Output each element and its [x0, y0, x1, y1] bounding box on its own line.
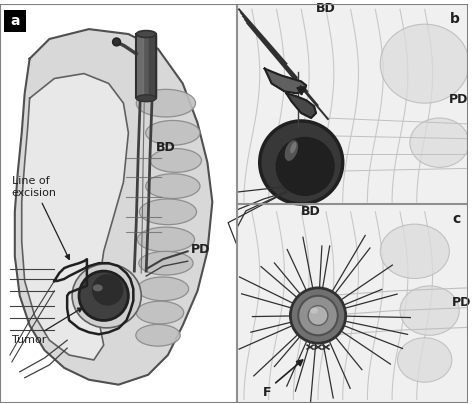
Ellipse shape: [410, 118, 469, 167]
Ellipse shape: [93, 284, 103, 291]
Bar: [237, 204, 468, 404]
Ellipse shape: [380, 224, 449, 278]
Ellipse shape: [150, 149, 201, 173]
Text: c: c: [452, 212, 460, 226]
Text: BD: BD: [301, 205, 321, 218]
Ellipse shape: [72, 264, 141, 328]
Ellipse shape: [146, 174, 200, 198]
Bar: [237, 4, 468, 204]
Ellipse shape: [136, 324, 180, 346]
Text: Tumor: Tumor: [12, 308, 82, 345]
Circle shape: [275, 137, 335, 196]
Circle shape: [113, 38, 120, 46]
Ellipse shape: [285, 140, 298, 161]
Ellipse shape: [139, 199, 197, 225]
Text: BD: BD: [316, 2, 336, 15]
Ellipse shape: [137, 31, 156, 38]
Ellipse shape: [290, 142, 296, 153]
Polygon shape: [22, 74, 128, 360]
Ellipse shape: [400, 286, 459, 335]
Ellipse shape: [380, 24, 469, 103]
Circle shape: [291, 288, 346, 343]
Ellipse shape: [137, 301, 184, 324]
Ellipse shape: [137, 277, 189, 301]
Text: F: F: [263, 386, 271, 399]
Ellipse shape: [146, 120, 200, 145]
Ellipse shape: [137, 227, 194, 252]
Bar: [0, 4, 237, 404]
Text: b: b: [450, 13, 460, 26]
Text: a: a: [10, 14, 19, 28]
Circle shape: [92, 274, 123, 306]
Text: PD: PD: [449, 93, 469, 106]
Polygon shape: [264, 69, 306, 93]
Ellipse shape: [137, 95, 156, 102]
Polygon shape: [149, 36, 156, 96]
Text: PD: PD: [191, 243, 210, 256]
Ellipse shape: [139, 251, 193, 275]
Circle shape: [308, 306, 328, 325]
Text: BD: BD: [156, 141, 176, 154]
Text: Line of
excision: Line of excision: [12, 176, 69, 259]
Polygon shape: [286, 93, 316, 118]
Polygon shape: [137, 36, 143, 96]
Ellipse shape: [398, 338, 452, 382]
Ellipse shape: [310, 307, 318, 314]
Ellipse shape: [137, 89, 196, 117]
Circle shape: [79, 271, 128, 320]
Polygon shape: [137, 34, 156, 98]
FancyBboxPatch shape: [4, 11, 26, 32]
Circle shape: [298, 296, 338, 335]
Circle shape: [260, 121, 343, 204]
Text: PD: PD: [452, 296, 472, 309]
Polygon shape: [15, 29, 212, 385]
